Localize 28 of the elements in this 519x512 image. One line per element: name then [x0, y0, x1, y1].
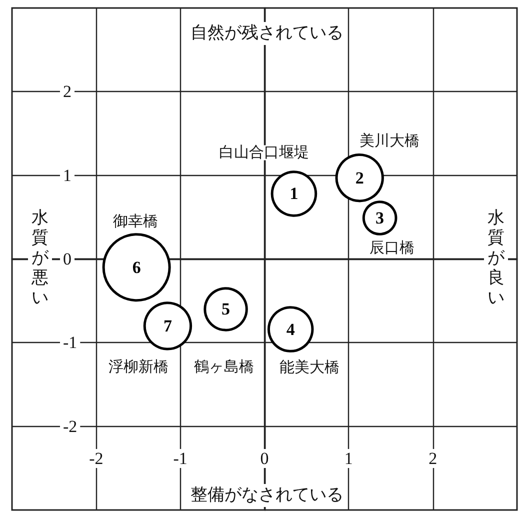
- x-axis-title: 整備がなされている: [188, 484, 346, 507]
- series-label: 2: [355, 168, 364, 188]
- annotation: 辰口橋: [369, 240, 414, 257]
- y-tick-label: 0: [63, 250, 72, 268]
- series-label: 4: [286, 320, 296, 339]
- x-tick-label: 2: [428, 449, 438, 468]
- x-tick-label: -1: [173, 449, 188, 468]
- series-label: 1: [290, 184, 298, 204]
- y-tick-label: -2: [63, 416, 78, 436]
- y-tick-label: 2: [63, 82, 72, 102]
- series-label: 6: [132, 258, 141, 277]
- annotation: 能美大橋: [280, 358, 340, 376]
- y-axis-title: 水質が悪い: [30, 208, 50, 308]
- y-tick-label: 1: [63, 166, 72, 185]
- annotation: 美川大橋: [360, 132, 420, 150]
- series-label: 5: [222, 300, 230, 319]
- series-label: 3: [376, 208, 384, 228]
- y-tick-label: -1: [63, 333, 78, 352]
- y2-axis-title: 水質が良い: [486, 208, 506, 308]
- x-tick-label: 1: [344, 449, 353, 468]
- series-label: 7: [163, 316, 172, 336]
- annotation: 浮柳新橋: [108, 358, 169, 376]
- x-tick-label: -2: [89, 449, 104, 468]
- annotation: 白山合口堰堤: [218, 144, 309, 162]
- annotation: 鶴ヶ島橋: [194, 358, 254, 376]
- x2-axis-title: 自然が残されている: [188, 22, 346, 45]
- annotation: 御幸橋: [113, 212, 158, 230]
- x-tick-label: 0: [260, 449, 269, 468]
